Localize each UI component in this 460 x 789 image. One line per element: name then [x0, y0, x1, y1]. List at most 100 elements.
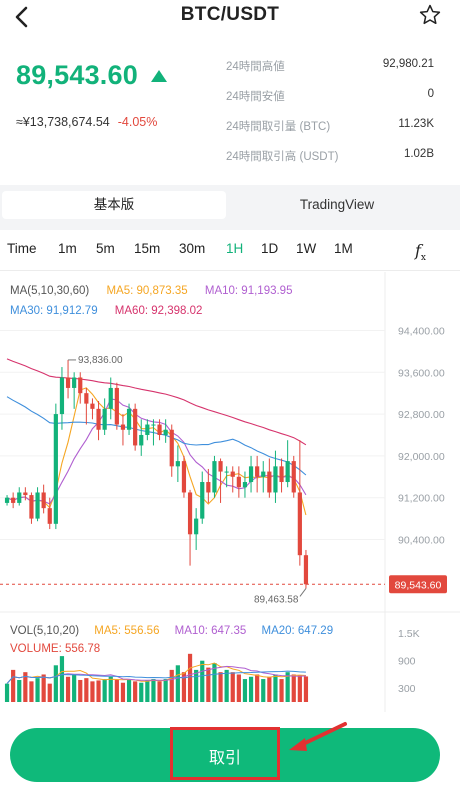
tab-tradingview[interactable]: TradingView: [299, 197, 375, 212]
candle-body: [4, 497, 10, 503]
candle-body: [59, 377, 65, 415]
candle-body: [297, 492, 302, 556]
candle-body: [200, 482, 205, 519]
interval-1h[interactable]: 1H: [226, 241, 244, 256]
candle-body: [145, 424, 150, 435]
chevron-left-icon[interactable]: [8, 3, 36, 31]
candle-body: [194, 518, 199, 535]
candle-body: [230, 471, 235, 477]
volume-bar: [279, 679, 284, 702]
volume-bar: [102, 679, 107, 702]
interval-time[interactable]: Time: [7, 241, 37, 256]
candlestick-chart[interactable]: 94,400.00 93,600.00 92,800.00 92,000.00 91,2…: [0, 272, 460, 712]
volume-bar: [78, 679, 83, 702]
candle-body: [11, 497, 16, 503]
volume-bar: [151, 679, 156, 702]
volume-bar: [133, 681, 138, 702]
header: BTC/USDT: [0, 0, 460, 34]
page-title: BTC/USDT: [180, 4, 280, 25]
vol-ma20-legend: MA20: 647.29: [261, 625, 334, 637]
candle-body: [273, 466, 278, 493]
stat-value: 11.23K: [398, 118, 434, 130]
volume-bar: [236, 674, 241, 702]
interval-15m[interactable]: 15m: [134, 241, 161, 256]
volume-bar: [200, 660, 205, 702]
volume-bar: [108, 676, 113, 702]
candle-body: [151, 424, 156, 426]
fiat-price: ≈¥13,738,674.54: [16, 115, 110, 129]
candle-body: [175, 461, 180, 467]
stat-value: 0: [427, 88, 434, 100]
ma10-legend: MA10: 91,193.95: [204, 285, 293, 297]
candle-body: [96, 408, 101, 430]
candle-body: [72, 377, 77, 388]
candle-body: [212, 461, 217, 493]
candle-body: [291, 461, 296, 493]
ma30-line: [6, 396, 307, 476]
interval-1m-month[interactable]: 1M: [334, 241, 353, 256]
star-outline-icon[interactable]: [418, 3, 442, 27]
volume-tick-label: 900: [398, 656, 416, 668]
interval-1m[interactable]: 1m: [58, 241, 77, 256]
ma5-legend: MA5: 90,873.35: [106, 285, 188, 297]
ma60-legend: MA60: 92,398.02: [114, 305, 203, 317]
candle-body: [65, 377, 71, 388]
low-price-label: 89,463.58: [254, 594, 299, 605]
current-price-tag: [389, 575, 447, 594]
candle-body: [157, 424, 162, 435]
tab-basic[interactable]: 基本版: [2, 191, 226, 219]
volume-bar: [145, 679, 150, 702]
interval-5m[interactable]: 5m: [96, 241, 115, 256]
candle-body: [120, 424, 126, 430]
interval-1w[interactable]: 1W: [296, 241, 317, 256]
candle-body: [139, 434, 144, 446]
candle-body: [17, 492, 22, 503]
volume-bar: [163, 679, 168, 702]
ma10-line: [6, 398, 307, 505]
ma5-line: [6, 387, 307, 516]
last-price: 89,543.60: [16, 60, 138, 90]
volume-bar: [169, 669, 174, 702]
candle-body: [90, 403, 95, 409]
stat-value: 1.02B: [403, 148, 434, 160]
volume-bar: [273, 674, 278, 702]
interval-1d[interactable]: 1D: [261, 241, 279, 256]
candle-body: [163, 429, 168, 435]
volume-bar: [285, 672, 290, 702]
ma30-legend: MA30: 91,912.79: [10, 305, 98, 317]
volume-bar: [114, 679, 119, 702]
divider: [0, 270, 460, 271]
volume-tick-label: 1.5K: [398, 628, 420, 640]
interval-30m[interactable]: 30m: [179, 241, 206, 256]
ma-legend-row-1: MA(5,10,30,60) MA5: 90,873.35 MA10: 91,1…: [10, 285, 306, 297]
price-tick-label: 90,400.00: [398, 535, 445, 547]
fx-indicator-icon[interactable]: fx: [415, 241, 426, 264]
low-marker: [299, 588, 307, 597]
volume-bar: [29, 681, 34, 702]
candle-body: [285, 461, 290, 483]
stat-label: 24時間安値: [226, 91, 285, 103]
candle-body: [108, 387, 113, 409]
ma60-line: [6, 358, 307, 446]
candle-body: [133, 408, 138, 446]
candle-body: [261, 471, 266, 477]
volume-bar: [230, 672, 235, 702]
volume-bar: [218, 672, 223, 702]
candle-body: [248, 466, 254, 483]
ma-legend-row-2: MA30: 91,912.79 MA60: 92,398.02: [10, 305, 216, 317]
high-price-label: 93,836.00: [78, 355, 123, 366]
candle-body: [255, 466, 260, 477]
vol-ma5-legend: MA5: 556.56: [94, 625, 160, 637]
interval-bar: Time 1m 5m 15m 30m 1H 1D 1W 1M fx: [0, 238, 460, 264]
candle-body: [84, 393, 89, 404]
volume-bar: [212, 663, 217, 702]
volume-bar: [248, 676, 254, 702]
volume-bar: [4, 683, 10, 702]
volume-bar: [41, 674, 46, 702]
volume-bar: [17, 679, 22, 702]
volume-bar: [126, 679, 132, 702]
trade-button[interactable]: 取引: [10, 728, 440, 782]
volume-bar: [59, 656, 65, 702]
price-tick-label: 92,800.00: [398, 409, 445, 421]
volume-bar: [35, 678, 40, 702]
